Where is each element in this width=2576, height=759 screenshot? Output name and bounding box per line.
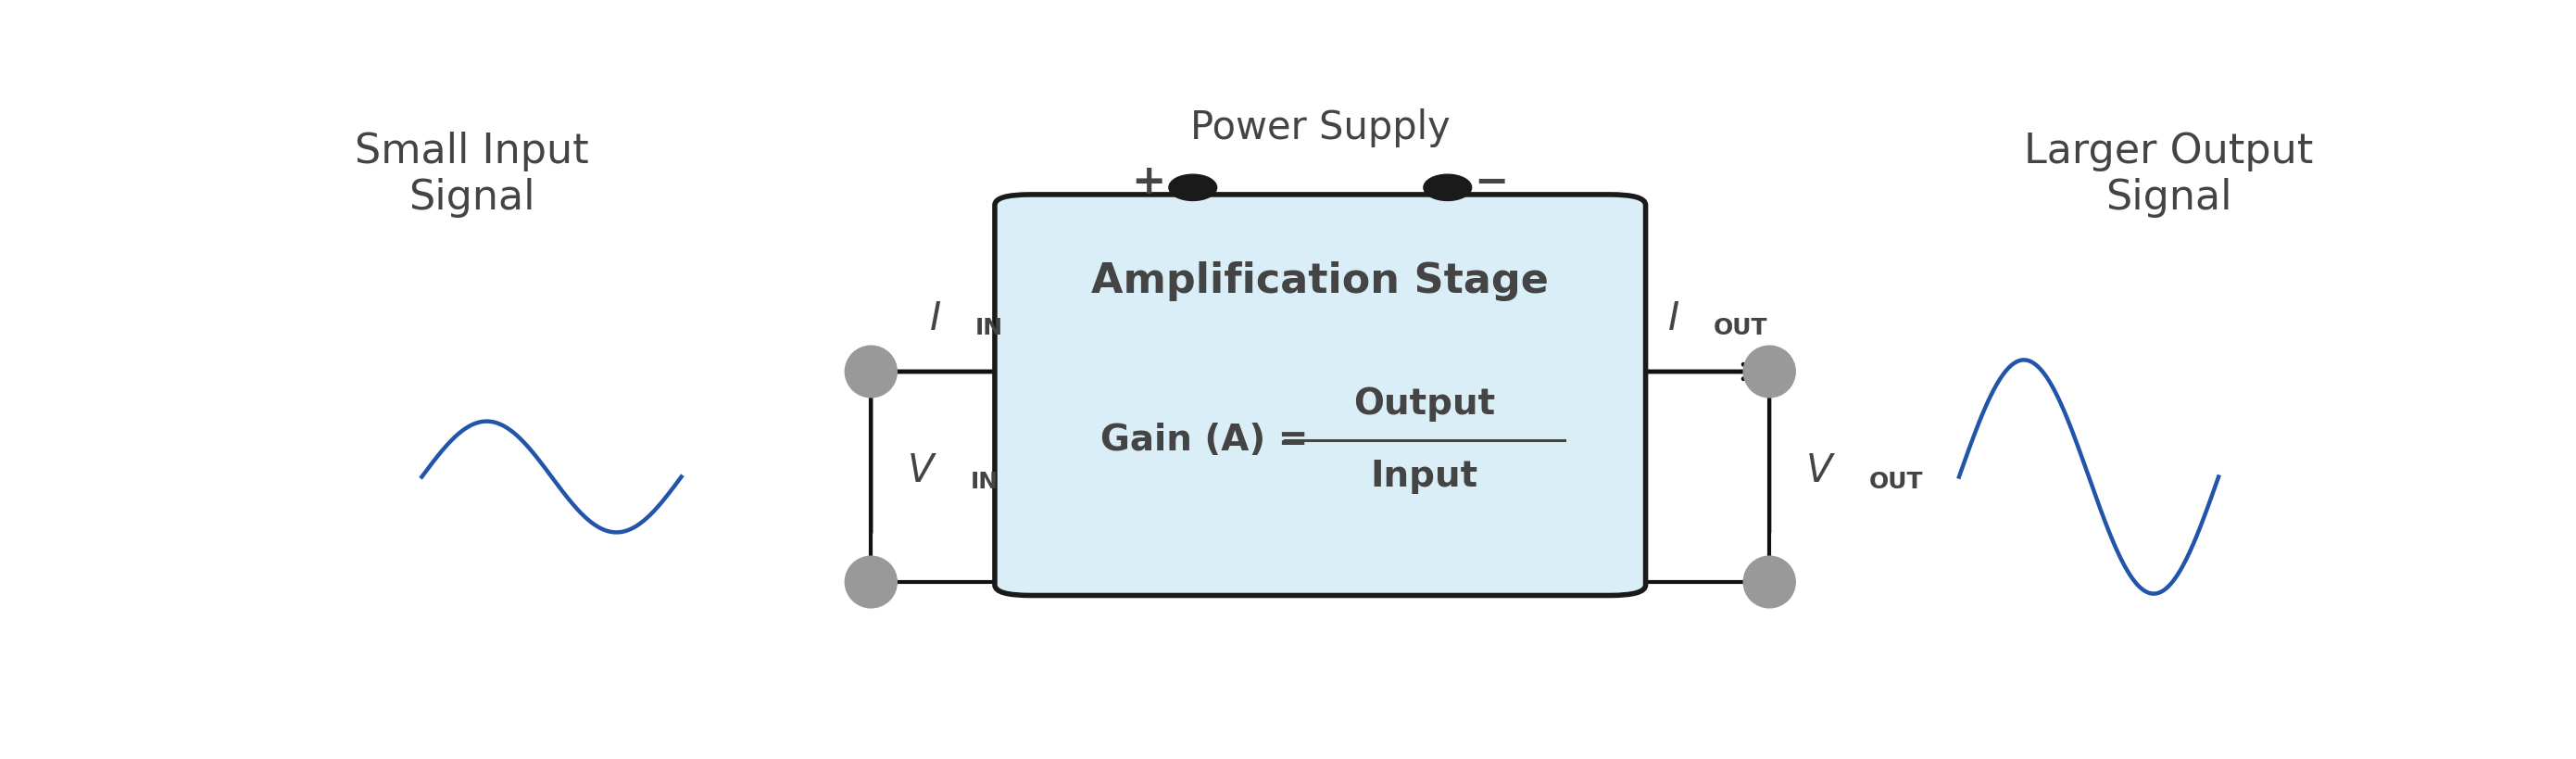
Text: $V$: $V$ — [907, 452, 938, 490]
Text: $V$: $V$ — [1806, 452, 1837, 490]
Text: Gain (A) =: Gain (A) = — [1100, 423, 1321, 458]
Ellipse shape — [1744, 346, 1795, 398]
Ellipse shape — [1744, 556, 1795, 608]
Ellipse shape — [1425, 175, 1471, 200]
FancyBboxPatch shape — [994, 194, 1646, 596]
Text: OUT: OUT — [1713, 317, 1767, 339]
Text: Larger Output
Signal: Larger Output Signal — [2025, 132, 2313, 218]
Text: −: − — [1473, 162, 1510, 202]
Ellipse shape — [1170, 175, 1216, 200]
Ellipse shape — [845, 346, 896, 398]
Text: Amplification Stage: Amplification Stage — [1092, 261, 1548, 301]
Text: $I$: $I$ — [930, 300, 940, 339]
Ellipse shape — [845, 556, 896, 608]
Text: IN: IN — [974, 317, 1002, 339]
Text: Small Input
Signal: Small Input Signal — [355, 132, 590, 218]
Text: OUT: OUT — [1870, 471, 1924, 493]
Text: $I$: $I$ — [1667, 300, 1680, 339]
Text: Output: Output — [1352, 387, 1494, 422]
Text: IN: IN — [971, 471, 999, 493]
Text: Power Supply: Power Supply — [1190, 109, 1450, 147]
Text: +: + — [1131, 162, 1167, 202]
Text: Input: Input — [1370, 459, 1479, 494]
